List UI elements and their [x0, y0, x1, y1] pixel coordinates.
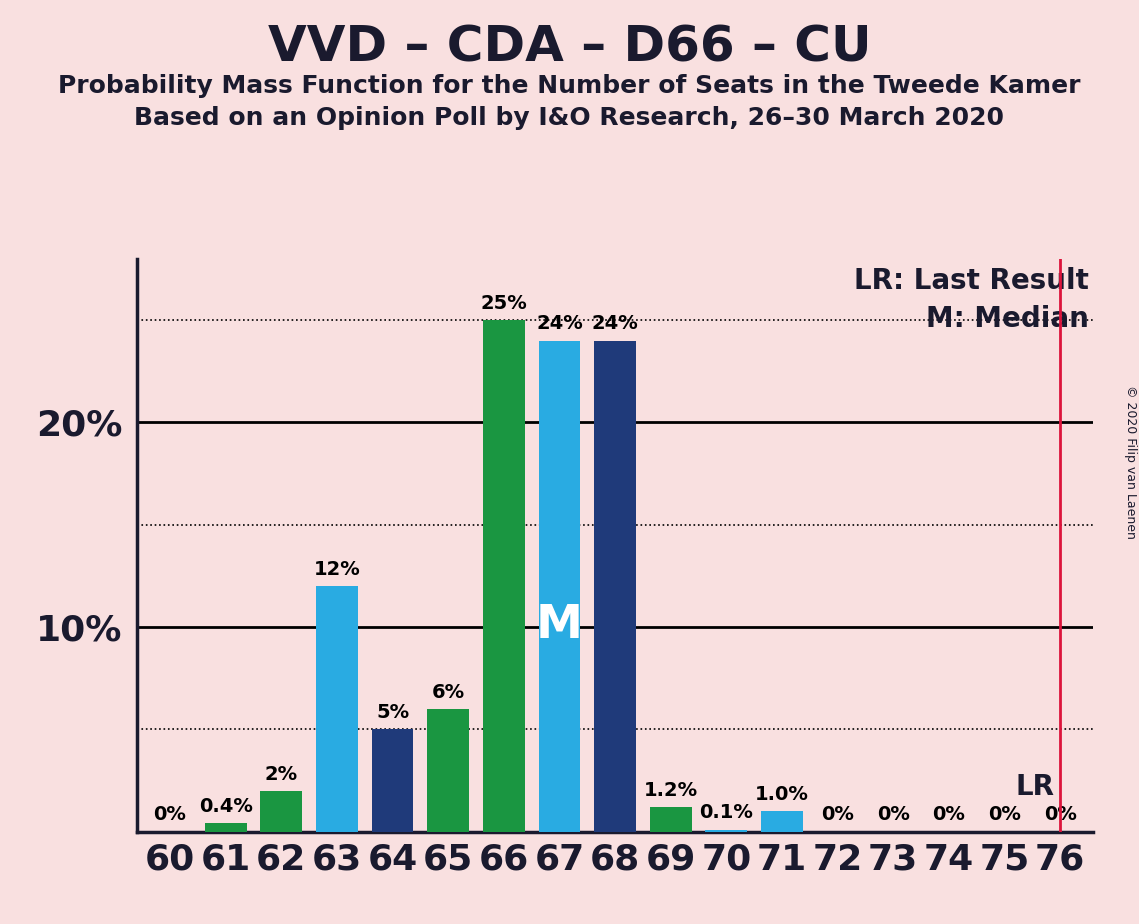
Text: 1.0%: 1.0% [755, 785, 809, 804]
Bar [316, 586, 358, 832]
Text: M: M [536, 602, 583, 648]
Bar [427, 709, 469, 832]
Text: 5%: 5% [376, 703, 409, 723]
Bar [539, 341, 580, 832]
Text: Probability Mass Function for the Number of Seats in the Tweede Kamer: Probability Mass Function for the Number… [58, 74, 1081, 98]
Bar [595, 341, 636, 832]
Text: 12%: 12% [313, 560, 360, 579]
Text: 0.1%: 0.1% [699, 803, 753, 822]
Text: 0%: 0% [988, 806, 1021, 824]
Text: 0%: 0% [933, 806, 965, 824]
Text: LR: Last Result: LR: Last Result [854, 267, 1089, 296]
Text: 6%: 6% [432, 683, 465, 701]
Text: 24%: 24% [536, 314, 583, 334]
Bar [205, 823, 246, 832]
Text: © 2020 Filip van Laenen: © 2020 Filip van Laenen [1124, 385, 1137, 539]
Text: Based on an Opinion Poll by I&O Research, 26–30 March 2020: Based on an Opinion Poll by I&O Research… [134, 106, 1005, 130]
Text: 0%: 0% [877, 806, 910, 824]
Text: M: Median: M: Median [926, 305, 1089, 333]
Text: 24%: 24% [591, 314, 639, 334]
Bar [483, 320, 525, 832]
Bar [761, 811, 803, 832]
Text: VVD – CDA – D66 – CU: VVD – CDA – D66 – CU [268, 23, 871, 71]
Text: 25%: 25% [481, 294, 527, 313]
Text: 0%: 0% [154, 806, 187, 824]
Text: LR: LR [1016, 772, 1055, 801]
Text: 0%: 0% [821, 806, 854, 824]
Bar [371, 729, 413, 832]
Bar [650, 807, 691, 832]
Bar [705, 830, 747, 832]
Text: 0.4%: 0.4% [198, 797, 253, 816]
Text: 1.2%: 1.2% [644, 781, 698, 800]
Bar [261, 791, 302, 832]
Text: 0%: 0% [1043, 806, 1076, 824]
Text: 2%: 2% [264, 764, 298, 784]
